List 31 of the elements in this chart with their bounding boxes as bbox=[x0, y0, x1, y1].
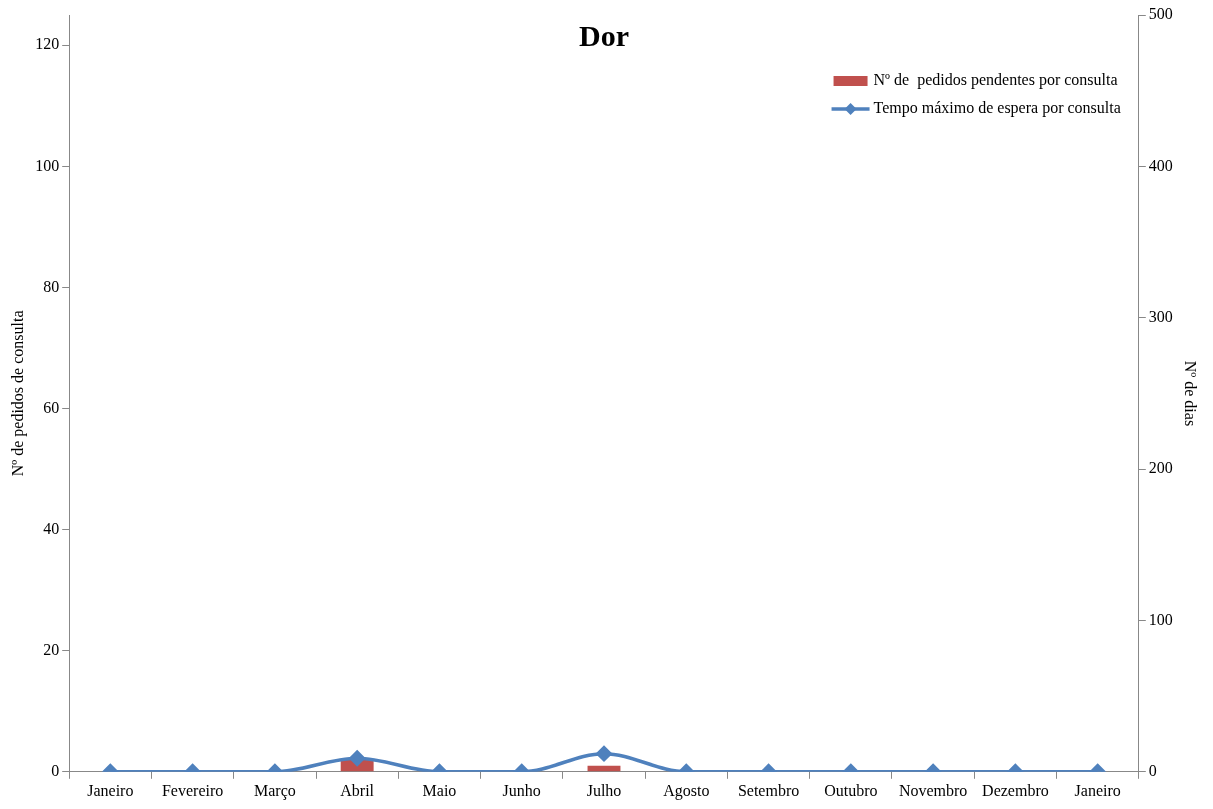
y-tick-label: 0 bbox=[51, 762, 60, 779]
y-tick-label: 40 bbox=[43, 519, 60, 537]
x-tick-label: Janeiro bbox=[87, 781, 134, 799]
y-tick-label: 100 bbox=[35, 156, 60, 174]
x-tick-label: Abril bbox=[340, 781, 375, 799]
x-tick-label: Julho bbox=[586, 781, 622, 799]
y2-tick-label: 500 bbox=[1148, 5, 1173, 23]
x-tick-label: Fevereiro bbox=[161, 781, 224, 799]
y-tick-label: 80 bbox=[43, 277, 60, 295]
x-tick-label: Maio bbox=[422, 781, 457, 799]
y-axis-title: Nº de pedidos de consulta bbox=[8, 310, 27, 477]
x-tick-label: Janeiro bbox=[1074, 781, 1121, 799]
y-tick-label: 60 bbox=[43, 398, 60, 416]
x-tick-label: Junho bbox=[502, 781, 541, 799]
x-tick-label: Agosto bbox=[663, 781, 710, 800]
y2-tick-label: 300 bbox=[1148, 307, 1173, 325]
chart-title: Dor bbox=[579, 18, 629, 52]
y-tick-label: 120 bbox=[35, 35, 60, 53]
y2-axis-title: Nº de dias bbox=[1182, 360, 1200, 427]
legend-label: Tempo máximo de espera por consulta bbox=[873, 99, 1121, 118]
legend-label: Nº de pedidos pendentes por consulta bbox=[873, 71, 1118, 90]
y2-tick-label: 200 bbox=[1148, 459, 1173, 477]
y2-tick-label: 100 bbox=[1148, 610, 1173, 628]
x-tick-label: Dezembro bbox=[982, 781, 1049, 799]
y-tick-label: 20 bbox=[43, 640, 60, 658]
x-tick-label: Março bbox=[254, 781, 296, 800]
x-tick-label: Outubro bbox=[824, 781, 878, 799]
y2-tick-label: 400 bbox=[1148, 156, 1173, 174]
x-tick-label: Setembro bbox=[737, 781, 800, 799]
y2-tick-label: 0 bbox=[1148, 762, 1157, 779]
x-tick-label: Novembro bbox=[898, 781, 968, 799]
